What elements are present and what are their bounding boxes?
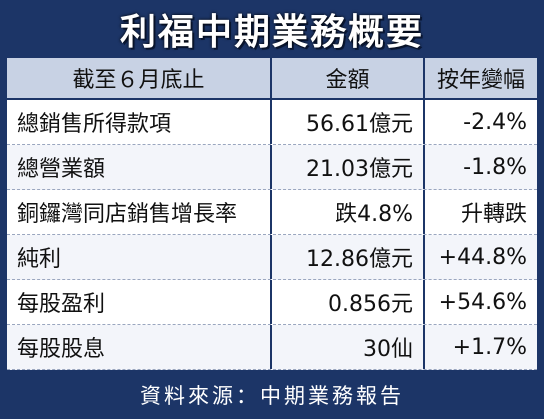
table-cell: +54.6% xyxy=(438,289,527,315)
table-cell: 升轉跌 xyxy=(460,202,527,227)
table-cell: 0.856元 xyxy=(272,280,425,324)
table-row: 總營業額 21.03億元 -1.8% xyxy=(7,145,537,190)
table-cell: 12.86億元 xyxy=(272,235,425,279)
header-cell: 按年變幅 xyxy=(436,68,525,93)
table-cell: -2.4% xyxy=(463,109,527,135)
header-row: 截至６月底止 金額 按年變幅 xyxy=(7,58,537,100)
table-cell: 每股盈利 xyxy=(7,280,272,324)
table-cell: +1.7% xyxy=(452,334,527,360)
table-cell: +44.8% xyxy=(438,244,527,270)
title: 利福中期業務概要 xyxy=(119,12,424,53)
source-note: 資料來源：中期業務報告 xyxy=(140,383,404,408)
table-cell: 30仙 xyxy=(272,325,425,369)
table-cell: 總營業額 xyxy=(7,145,272,189)
table-cell: 銅鑼灣同店銷售增長率 xyxy=(7,190,272,234)
table-cell: 21.03億元 xyxy=(272,145,425,189)
table-row: 銅鑼灣同店銷售增長率 跌4.8% 升轉跌 xyxy=(7,190,537,235)
table-cell: 56.61億元 xyxy=(272,100,425,144)
table-row: 每股股息 30仙 +1.7% xyxy=(7,325,537,370)
table-row: 總銷售所得款項 56.61億元 -2.4% xyxy=(7,100,537,145)
header-cell: 截至６月底止 xyxy=(7,58,272,98)
table-row: 每股盈利 0.856元 +54.6% xyxy=(7,280,537,325)
table-cell: 總銷售所得款項 xyxy=(7,100,272,144)
table-cell: 每股股息 xyxy=(7,325,272,369)
header-cell: 金額 xyxy=(272,58,425,98)
table: 截至６月底止 金額 按年變幅 總銷售所得款項 56.61億元 -2.4% 總營業額 21.03… xyxy=(7,58,537,370)
table-row: 純利 12.86億元 +44.8% xyxy=(7,235,537,280)
table-cell: -1.8% xyxy=(463,154,527,180)
table-cell: 純利 xyxy=(7,235,272,279)
table-cell: 跌4.8% xyxy=(272,190,425,234)
